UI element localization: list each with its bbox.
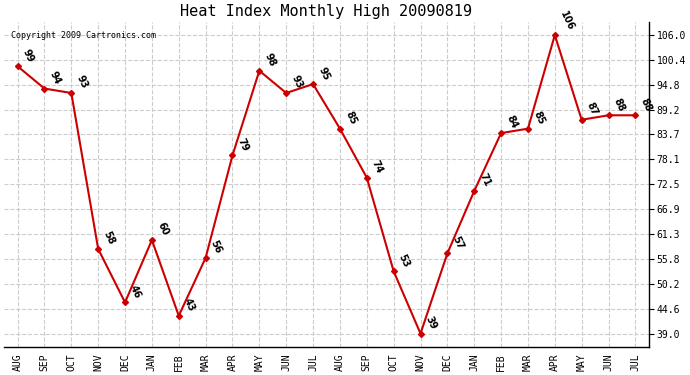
Text: 93: 93 <box>289 74 304 90</box>
Text: 43: 43 <box>182 297 197 314</box>
Text: 85: 85 <box>343 110 358 126</box>
Text: Copyright 2009 Cartronics.com: Copyright 2009 Cartronics.com <box>10 32 156 40</box>
Text: 93: 93 <box>75 74 89 90</box>
Text: 88: 88 <box>612 96 627 113</box>
Text: 99: 99 <box>21 47 36 64</box>
Text: 79: 79 <box>236 136 250 153</box>
Text: 85: 85 <box>531 110 546 126</box>
Text: 57: 57 <box>451 234 465 251</box>
Text: 74: 74 <box>370 159 385 175</box>
Text: 98: 98 <box>263 52 277 68</box>
Text: 106: 106 <box>558 10 575 33</box>
Text: 84: 84 <box>504 114 519 130</box>
Text: 60: 60 <box>155 221 170 238</box>
Text: 71: 71 <box>477 172 492 189</box>
Text: 87: 87 <box>585 101 600 117</box>
Text: 88: 88 <box>639 96 653 113</box>
Text: 39: 39 <box>424 315 439 331</box>
Text: 46: 46 <box>128 284 143 300</box>
Text: 95: 95 <box>316 65 331 82</box>
Text: 56: 56 <box>209 239 224 255</box>
Text: 58: 58 <box>101 230 116 246</box>
Text: 94: 94 <box>48 70 63 86</box>
Text: 53: 53 <box>397 252 412 269</box>
Title: Heat Index Monthly High 20090819: Heat Index Monthly High 20090819 <box>181 4 473 19</box>
